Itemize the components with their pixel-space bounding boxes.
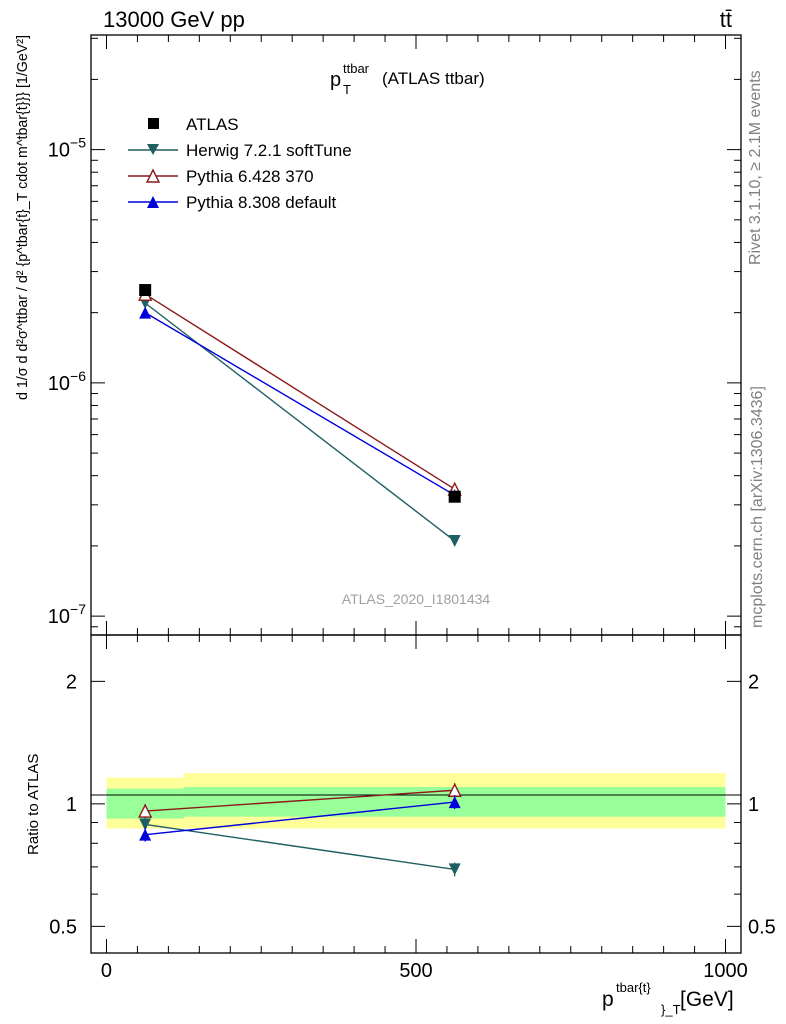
main-y-tick-label: 10−5 <box>48 135 86 162</box>
x-axis-label-base: p <box>602 988 614 1011</box>
main-y-tick-label: 10−6 <box>48 368 86 395</box>
analysis-watermark: ATLAS_2020_I1801434 <box>342 591 491 607</box>
header-energy: 13000 GeV pp <box>103 7 245 32</box>
legend-label-pythia8: Pythia 8.308 default <box>186 193 337 212</box>
ratio-line-pythia-8-308-default <box>145 801 455 836</box>
data-point-pythia-8-308-default <box>139 306 152 319</box>
ratio-point-pythia-8-308-default <box>139 828 152 841</box>
legend-label-atlas: ATLAS <box>186 115 239 134</box>
main-y-tick-label-exp: −7 <box>70 601 86 617</box>
plot-title-base: p <box>330 69 341 91</box>
ratio-line-pythia-6-428-370 <box>145 789 455 812</box>
ratio-y-tick-label-right: 0.5 <box>748 916 776 938</box>
main-y-tick-label-exp: −6 <box>70 368 86 384</box>
x-axis-label-rest: [GeV] <box>680 988 734 1011</box>
x-axis-label-sup: tbar{t} <box>616 980 651 995</box>
main-y-tick-label-base: 10 <box>48 140 70 162</box>
series-line-pythia-8-308-default <box>144 312 456 496</box>
data-series <box>138 284 462 877</box>
x-axis-label: p tbar{t} }_T [GeV] <box>602 980 734 1017</box>
legend-marker-pythia6 <box>145 168 161 183</box>
main-y-tick-label: 10−7 <box>48 601 86 628</box>
ratio-y-tick-label-left: 2 <box>66 671 77 693</box>
ratio-y-tick-label-left: 0.5 <box>49 916 77 938</box>
x-tick-label: 1000 <box>703 960 748 982</box>
data-point-herwig-7-2-1-softtune <box>448 534 461 547</box>
ratio-point-herwig-7-2-1-softtune <box>448 863 461 876</box>
main-y-tick-label-base: 10 <box>48 606 70 628</box>
axis-ticks: 10−510−610−70.5 0.51 12 20 500 1000 <box>48 35 776 982</box>
ratio-point-pythia-6-428-370 <box>138 803 153 818</box>
x-tick-label: 500 <box>399 960 432 982</box>
legend-label-herwig: Herwig 7.2.1 softTune <box>186 141 352 160</box>
ratio-y-tick-label-right: 1 <box>748 794 759 816</box>
ratio-uncertainty-bands <box>106 773 726 829</box>
ratio-point-herwig-7-2-1-softtune <box>139 818 152 831</box>
data-point-atlas <box>139 284 152 297</box>
main-y-tick-label-base: 10 <box>48 373 70 395</box>
plot-title-sub: T <box>343 82 351 97</box>
data-point-atlas <box>448 490 461 503</box>
plot-title: p ttbar T (ATLAS ttbar) <box>330 61 485 97</box>
ratio-point-pythia-8-308-default <box>448 796 461 809</box>
x-tick-label: 0 <box>101 960 112 982</box>
plot-title-sup: ttbar <box>343 61 370 76</box>
mcplots-label: mcplots.cern.ch [arXiv:1306.3436] <box>749 386 766 628</box>
y-axis-label-main: d 1/σ d d²σ^ttbar / d² {p^tbar{t}_T cdot… <box>14 35 31 400</box>
legend-marker-atlas <box>148 118 159 129</box>
ratio-y-tick-label-right: 2 <box>748 671 759 693</box>
legend-marker-pythia8 <box>147 196 159 208</box>
series-line-herwig-7-2-1-softtune <box>144 302 456 542</box>
header-process: tt̄ <box>720 7 732 32</box>
x-axis-label-sub: }_T <box>661 1002 681 1017</box>
ratio-y-tick-label-left: 1 <box>66 794 77 816</box>
legend: ATLAS Herwig 7.2.1 softTune Pythia 6.428… <box>128 115 352 212</box>
y-axis-label-ratio: Ratio to ATLAS <box>25 754 42 855</box>
rivet-label: Rivet 3.1.10, ≥ 2.1M events <box>747 70 764 265</box>
series-line-pythia-6-428-370 <box>144 293 456 490</box>
plot-title-rest: (ATLAS ttbar) <box>382 69 485 88</box>
legend-marker-herwig <box>147 144 159 155</box>
main-y-tick-label-exp: −5 <box>70 135 86 151</box>
legend-label-pythia6: Pythia 6.428 370 <box>186 167 314 186</box>
ratio-line-herwig-7-2-1-softtune <box>145 823 455 871</box>
